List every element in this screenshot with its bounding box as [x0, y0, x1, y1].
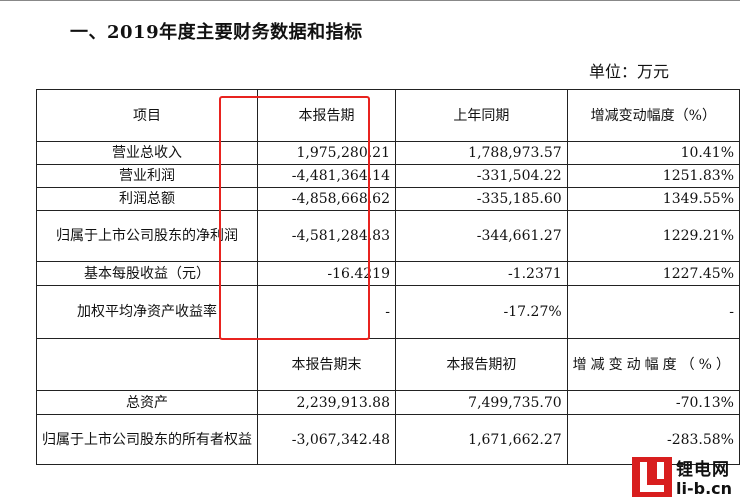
row-label: 加权平均净资产收益率 — [36, 285, 258, 339]
header-cell-item: 项目 — [36, 89, 258, 142]
change-value: 1349.55% — [566, 187, 740, 211]
table-subheader-row: 本报告期末 本报告期初 增减变动幅度（%） — [36, 338, 740, 391]
change-value: -283.58% — [566, 414, 740, 465]
top-border — [0, 0, 740, 1]
prior-value: -1.2371 — [395, 261, 568, 286]
header-cell-prior-period: 上年同期 — [395, 89, 568, 142]
subheader-cell-period-start: 本报告期初 — [395, 338, 568, 391]
row-label: 基本每股收益（元） — [36, 261, 258, 286]
period-end-value: 2,239,913.88 — [257, 390, 396, 415]
current-value: -4,481,364.14 — [257, 164, 396, 188]
site-logo: 锂电网 li-b.cn — [632, 452, 740, 503]
period-end-value: -3,067,342.48 — [257, 414, 396, 465]
table-row: 营业利润 -4,481,364.14 -331,504.22 1251.83% — [36, 164, 740, 188]
prior-value: -335,185.60 — [395, 187, 568, 211]
table-row: 加权平均净资产收益率 - -17.27% - — [36, 285, 740, 339]
row-label: 营业总收入 — [36, 141, 258, 165]
logo-mark-icon — [632, 457, 672, 497]
change-value: 10.41% — [566, 141, 740, 165]
table-row: 归属于上市公司股东的净利润 -4,581,284.83 -344,661.27 … — [36, 210, 740, 262]
prior-value: -331,504.22 — [395, 164, 568, 188]
logo-domain-text: li-b.cn — [676, 479, 733, 498]
change-value: 1227.45% — [566, 261, 740, 286]
table-row: 归属于上市公司股东的所有者权益 -3,067,342.48 1,671,662.… — [36, 414, 740, 465]
table-row: 基本每股收益（元） -16.4219 -1.2371 1227.45% — [36, 261, 740, 286]
row-label: 归属于上市公司股东的净利润 — [36, 210, 258, 262]
row-label: 总资产 — [36, 390, 258, 415]
subheader-cell-empty — [36, 338, 258, 391]
row-label: 利润总额 — [36, 187, 258, 211]
table-header-row: 项目 本报告期 上年同期 增减变动幅度（%） — [36, 89, 740, 142]
unit-label: 单位：万元 — [589, 62, 670, 81]
change-value: -70.13% — [566, 390, 740, 415]
subheader-cell-change: 增减变动幅度（%） — [566, 338, 740, 391]
prior-value: -344,661.27 — [395, 210, 568, 262]
table-row: 总资产 2,239,913.88 7,499,735.70 -70.13% — [36, 390, 740, 415]
section-heading: 一、2019年度主要财务数据和指标 — [70, 22, 363, 43]
current-value: -16.4219 — [257, 261, 396, 286]
current-value: -4,858,668.62 — [257, 187, 396, 211]
current-value: -4,581,284.83 — [257, 210, 396, 262]
table-row: 利润总额 -4,858,668.62 -335,185.60 1349.55% — [36, 187, 740, 211]
prior-value: -17.27% — [395, 285, 568, 339]
prior-value: 1,788,973.57 — [395, 141, 568, 165]
change-value: - — [566, 285, 740, 339]
subheader-cell-period-end: 本报告期末 — [257, 338, 396, 391]
row-label: 归属于上市公司股东的所有者权益 — [36, 414, 258, 465]
table-row: 营业总收入 1,975,280.21 1,788,973.57 10.41% — [36, 141, 740, 165]
logo-chinese-text: 锂电网 — [676, 460, 730, 480]
period-start-value: 7,499,735.70 — [395, 390, 568, 415]
header-cell-current-period: 本报告期 — [257, 89, 396, 142]
current-value: - — [257, 285, 396, 339]
change-value: 1251.83% — [566, 164, 740, 188]
header-cell-change: 增减变动幅度（%） — [566, 89, 740, 142]
financial-table: 项目 本报告期 上年同期 增减变动幅度（%） 营业总收入 1,975,280.2… — [36, 89, 740, 465]
change-value: 1229.21% — [566, 210, 740, 262]
row-label: 营业利润 — [36, 164, 258, 188]
period-start-value: 1,671,662.27 — [395, 414, 568, 465]
current-value: 1,975,280.21 — [257, 141, 396, 165]
